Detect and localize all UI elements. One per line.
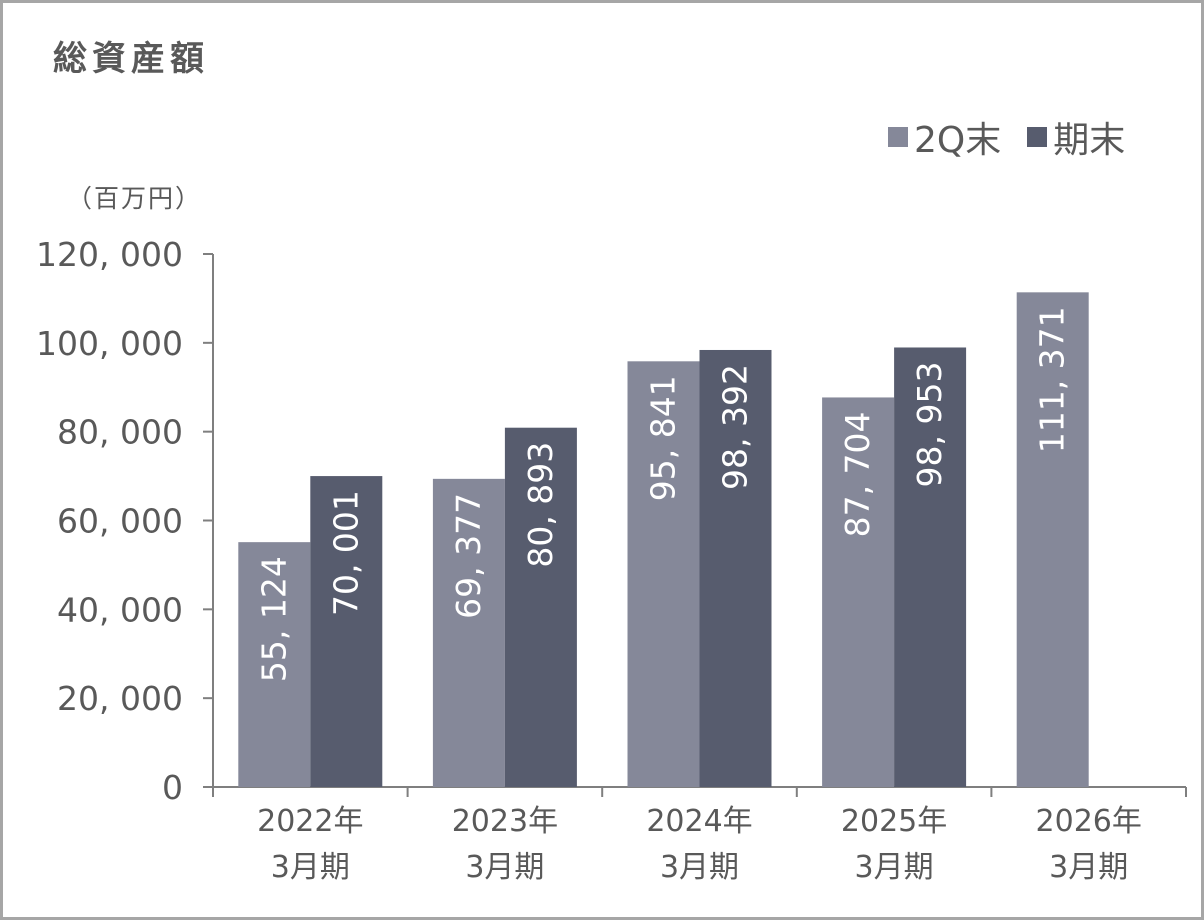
x-category-sublabel: 3月期	[855, 850, 934, 885]
x-category-sublabel: 3月期	[271, 850, 350, 885]
legend-label-2q: 2Q末	[914, 120, 1002, 161]
legend-swatch-2q	[888, 127, 908, 147]
bar-value-label: 98, 392	[716, 364, 755, 490]
chart-title: 総資産額	[53, 39, 209, 79]
legend-item-fy: 期末	[1027, 111, 1125, 163]
legend-label-fy: 期末	[1053, 120, 1126, 161]
bar-fy	[310, 476, 383, 787]
legend: 2Q末 期末	[888, 111, 1125, 163]
y-axis-unit: （百万円）	[67, 184, 203, 213]
bar-2q	[432, 478, 505, 787]
legend-swatch-fy	[1027, 127, 1048, 147]
y-tick-label: 0	[162, 768, 183, 807]
bar-2q	[822, 397, 895, 787]
y-tick-label: 20, 000	[57, 679, 183, 718]
bar-value-label: 98, 953	[910, 361, 949, 487]
y-tick-label: 80, 000	[57, 413, 183, 452]
bar-2q	[1016, 292, 1089, 787]
x-category-label: 2024年	[646, 804, 752, 839]
bar-value-label: 87, 704	[838, 411, 877, 537]
bar-fy	[894, 347, 967, 787]
x-category-label: 2023年	[452, 804, 558, 839]
y-tick-label: 120, 000	[36, 235, 183, 274]
y-tick-label: 100, 000	[36, 324, 183, 363]
bar-2q	[627, 361, 700, 787]
bar-2q	[238, 542, 311, 787]
x-category-sublabel: 3月期	[660, 850, 739, 885]
bar-value-label: 80, 893	[521, 442, 560, 568]
x-category-sublabel: 3月期	[465, 850, 544, 885]
y-tick-label: 40, 000	[57, 590, 183, 629]
bar-value-label: 55, 124	[254, 556, 293, 682]
x-category-label: 2025年	[841, 804, 947, 839]
bar-fy	[699, 349, 772, 787]
x-category-sublabel: 3月期	[1049, 850, 1128, 885]
bar-fy	[504, 427, 577, 787]
bar-value-label: 69, 377	[449, 493, 488, 619]
bar-value-label: 95, 841	[644, 375, 683, 501]
bar-value-label: 70, 001	[326, 490, 365, 616]
bar-value-label: 111, 371	[1033, 306, 1072, 453]
legend-item-2q: 2Q末	[888, 111, 1001, 163]
y-tick-label: 60, 000	[57, 502, 183, 541]
x-category-label: 2026年	[1036, 804, 1142, 839]
x-category-label: 2022年	[257, 804, 363, 839]
